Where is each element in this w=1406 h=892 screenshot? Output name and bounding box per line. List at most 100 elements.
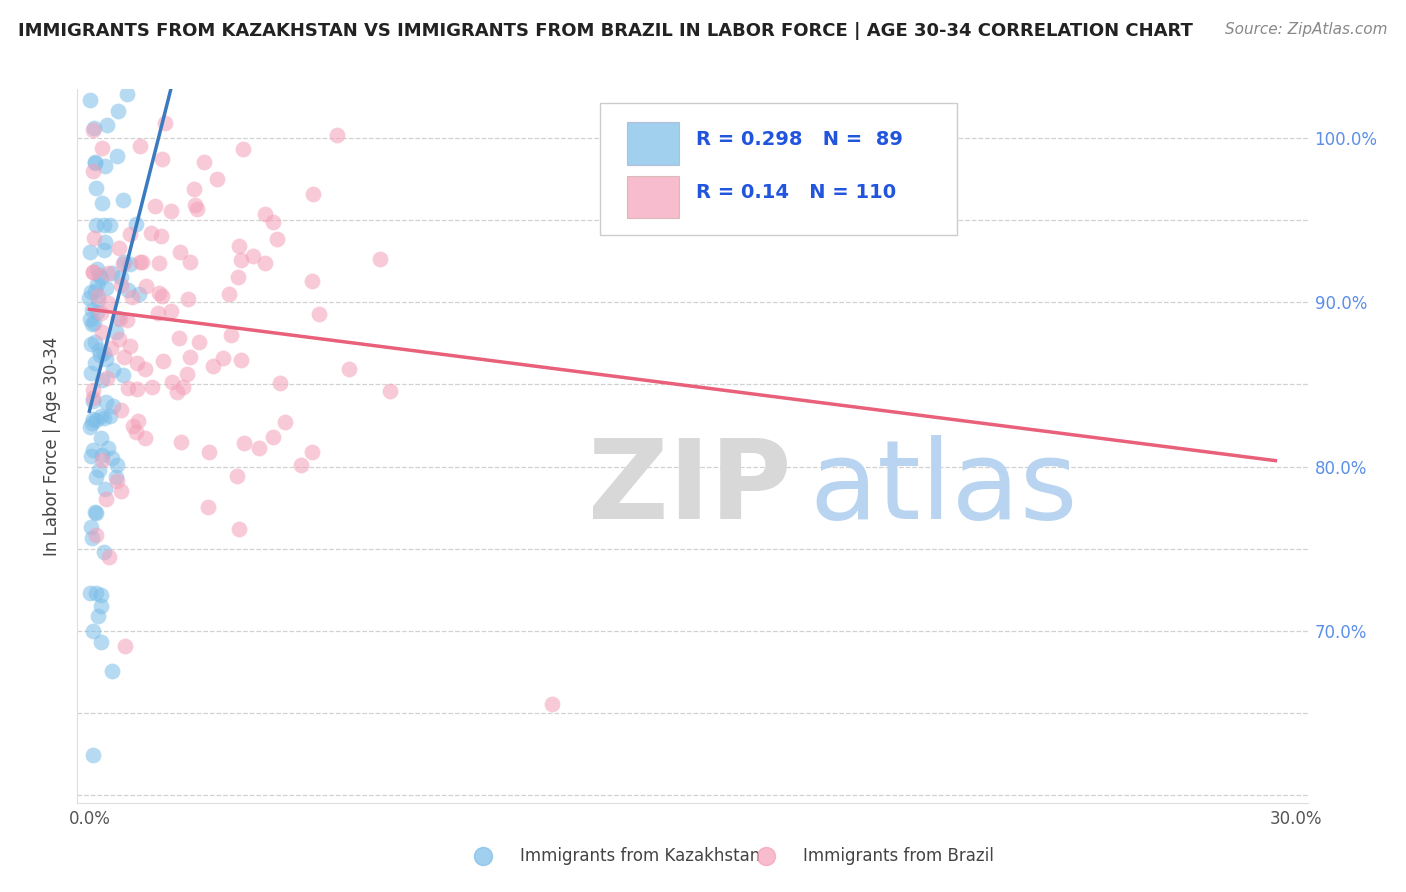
- Point: [368, 252, 391, 266]
- Point: [87, 293, 110, 307]
- Point: [160, 303, 183, 318]
- Point: [228, 522, 250, 536]
- Point: [115, 87, 138, 102]
- Point: [110, 277, 132, 292]
- Point: [101, 73, 124, 87]
- Point: [82, 265, 104, 279]
- Point: [197, 500, 219, 514]
- Point: [262, 430, 284, 444]
- Point: [96, 371, 118, 385]
- Point: [84, 155, 107, 169]
- Point: [82, 123, 104, 137]
- Point: [98, 550, 121, 565]
- Point: [98, 218, 121, 232]
- Point: [150, 289, 173, 303]
- Point: [129, 255, 152, 269]
- Point: [269, 376, 291, 391]
- Point: [90, 431, 112, 445]
- Point: [105, 458, 128, 472]
- Point: [229, 352, 252, 367]
- Point: [79, 291, 101, 305]
- Point: [193, 154, 215, 169]
- Point: [86, 261, 108, 276]
- Point: [232, 141, 254, 155]
- Point: [115, 313, 138, 327]
- Point: [83, 316, 105, 330]
- Point: [301, 274, 323, 288]
- Point: [90, 453, 112, 467]
- Point: [86, 305, 108, 319]
- Point: [84, 413, 107, 427]
- Point: [166, 384, 188, 399]
- Point: [91, 196, 114, 211]
- Point: [80, 366, 103, 380]
- Point: [187, 55, 209, 70]
- Point: [160, 203, 183, 218]
- Point: [202, 359, 225, 374]
- Point: [82, 265, 104, 279]
- Point: [80, 303, 103, 318]
- Point: [93, 483, 115, 497]
- Point: [219, 327, 242, 342]
- Point: [226, 468, 249, 483]
- Point: [107, 310, 129, 325]
- Point: [82, 531, 104, 545]
- Y-axis label: In Labor Force | Age 30-34: In Labor Force | Age 30-34: [44, 336, 62, 556]
- Point: [84, 506, 107, 520]
- Point: [79, 245, 101, 260]
- Point: [82, 317, 104, 331]
- Point: [82, 394, 104, 409]
- Point: [337, 362, 360, 376]
- Point: [179, 351, 201, 365]
- Point: [148, 285, 170, 300]
- Point: [90, 635, 112, 649]
- Point: [94, 235, 117, 250]
- Point: [96, 351, 118, 366]
- Point: [128, 287, 150, 301]
- Point: [93, 545, 115, 559]
- Point: [118, 339, 141, 353]
- Point: [97, 296, 120, 310]
- Point: [135, 279, 157, 293]
- Point: [80, 449, 103, 463]
- Point: [242, 249, 264, 263]
- Point: [80, 285, 103, 299]
- Point: [79, 94, 101, 108]
- Point: [149, 0, 172, 8]
- FancyBboxPatch shape: [627, 122, 679, 165]
- Point: [121, 290, 143, 304]
- Point: [308, 307, 330, 321]
- Point: [111, 257, 134, 271]
- Point: [148, 256, 170, 270]
- Point: [94, 281, 117, 295]
- Point: [150, 228, 173, 243]
- Point: [176, 367, 198, 381]
- Point: [93, 346, 115, 360]
- Point: [101, 450, 124, 465]
- Point: [80, 519, 103, 533]
- Point: [90, 449, 112, 463]
- Point: [125, 425, 148, 439]
- Point: [94, 395, 117, 409]
- Point: [82, 624, 104, 638]
- Point: [134, 362, 156, 376]
- Point: [89, 348, 111, 362]
- Point: [112, 255, 135, 269]
- Point: [117, 283, 139, 297]
- Point: [82, 412, 104, 426]
- Point: [167, 331, 190, 345]
- Point: [108, 332, 131, 346]
- Point: [83, 121, 105, 136]
- Point: [112, 350, 135, 364]
- Point: [127, 356, 149, 370]
- Point: [87, 608, 110, 623]
- Point: [150, 152, 173, 166]
- Point: [262, 215, 284, 229]
- Point: [211, 351, 233, 366]
- Point: [97, 267, 120, 281]
- Point: [141, 226, 163, 240]
- FancyBboxPatch shape: [627, 176, 679, 219]
- Text: Immigrants from Kazakhstan: Immigrants from Kazakhstan: [520, 847, 761, 865]
- Point: [290, 458, 312, 473]
- Point: [378, 384, 401, 399]
